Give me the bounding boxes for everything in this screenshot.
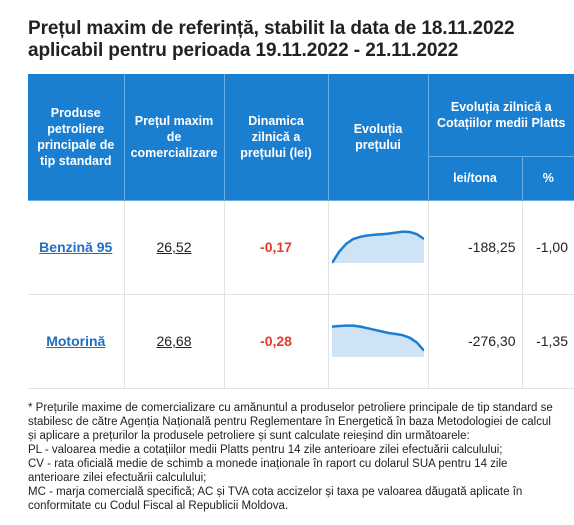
header-product: Produse petroliere principale de tip sta… [28, 74, 125, 201]
dynamic-value: -0,28 [260, 333, 292, 349]
sparkline-area [332, 325, 424, 357]
product-link-motorina[interactable]: Motorină [46, 333, 106, 349]
percent-value: -1,00 [522, 200, 574, 295]
table-row-motorina: Motorină 26,68 -0,28 -276,30 -1,35 [28, 294, 574, 389]
price-value: 26,52 [156, 239, 192, 255]
percent-value: -1,35 [522, 294, 574, 389]
header-max-price: Prețul maxim de comercializare [124, 74, 225, 201]
header-platts: Evoluția zilnică a Cotațiilor medii Plat… [428, 74, 574, 157]
header-evolution: Evoluția prețului [328, 74, 429, 201]
sparkline-line [332, 324, 424, 352]
product-link-benzina[interactable]: Benzină 95 [39, 239, 113, 255]
sparkline-area [332, 231, 424, 263]
header-lei-tona: lei/tona [428, 156, 523, 201]
price-panel: Prețul maxim de referință, stabilit la d… [28, 0, 574, 513]
title-line-2: aplicabil pentru perioada 19.11.2022 - 2… [28, 40, 459, 61]
header-percent: % [522, 156, 574, 201]
footnote-pl: PL - valoarea medie a cotațiilor medii P… [28, 443, 503, 456]
footnote-mc: MC - marja comercială specifică; AC și T… [28, 485, 523, 512]
sparkline-motorina [332, 324, 424, 357]
product-cell: Motorină [28, 294, 125, 389]
dynamic-cell: -0,28 [224, 294, 329, 389]
dynamic-cell: -0,17 [224, 200, 329, 295]
footnote-intro: * Prețurile maxime de comercializare cu … [28, 401, 553, 442]
footnote-cv: CV - rata oficială medie de schimb a mon… [28, 457, 508, 484]
price-table: Produse petroliere principale de tip sta… [28, 74, 574, 389]
sparkline-benzina [332, 230, 424, 264]
title-line-1: Prețul maxim de referință, stabilit la d… [28, 18, 515, 39]
product-cell: Benzină 95 [28, 200, 125, 295]
dynamic-value: -0,17 [260, 239, 292, 255]
sparkline-line [332, 230, 424, 264]
sparkline-cell [328, 294, 429, 389]
lei-tona-value: -276,30 [428, 294, 523, 389]
lei-tona-value: -188,25 [428, 200, 523, 295]
page-title: Prețul maxim de referință, stabilit la d… [28, 18, 574, 62]
price-value: 26,68 [156, 333, 192, 349]
price-cell: 26,68 [124, 294, 225, 389]
price-cell: 26,52 [124, 200, 225, 295]
footnotes: * Prețurile maxime de comercializare cu … [28, 401, 558, 513]
sparkline-cell [328, 200, 429, 295]
header-dynamics: Dinamica zilnică a prețului (lei) [224, 74, 329, 201]
table-row-benzina: Benzină 95 26,52 -0,17 -188,25 -1,00 [28, 200, 574, 295]
